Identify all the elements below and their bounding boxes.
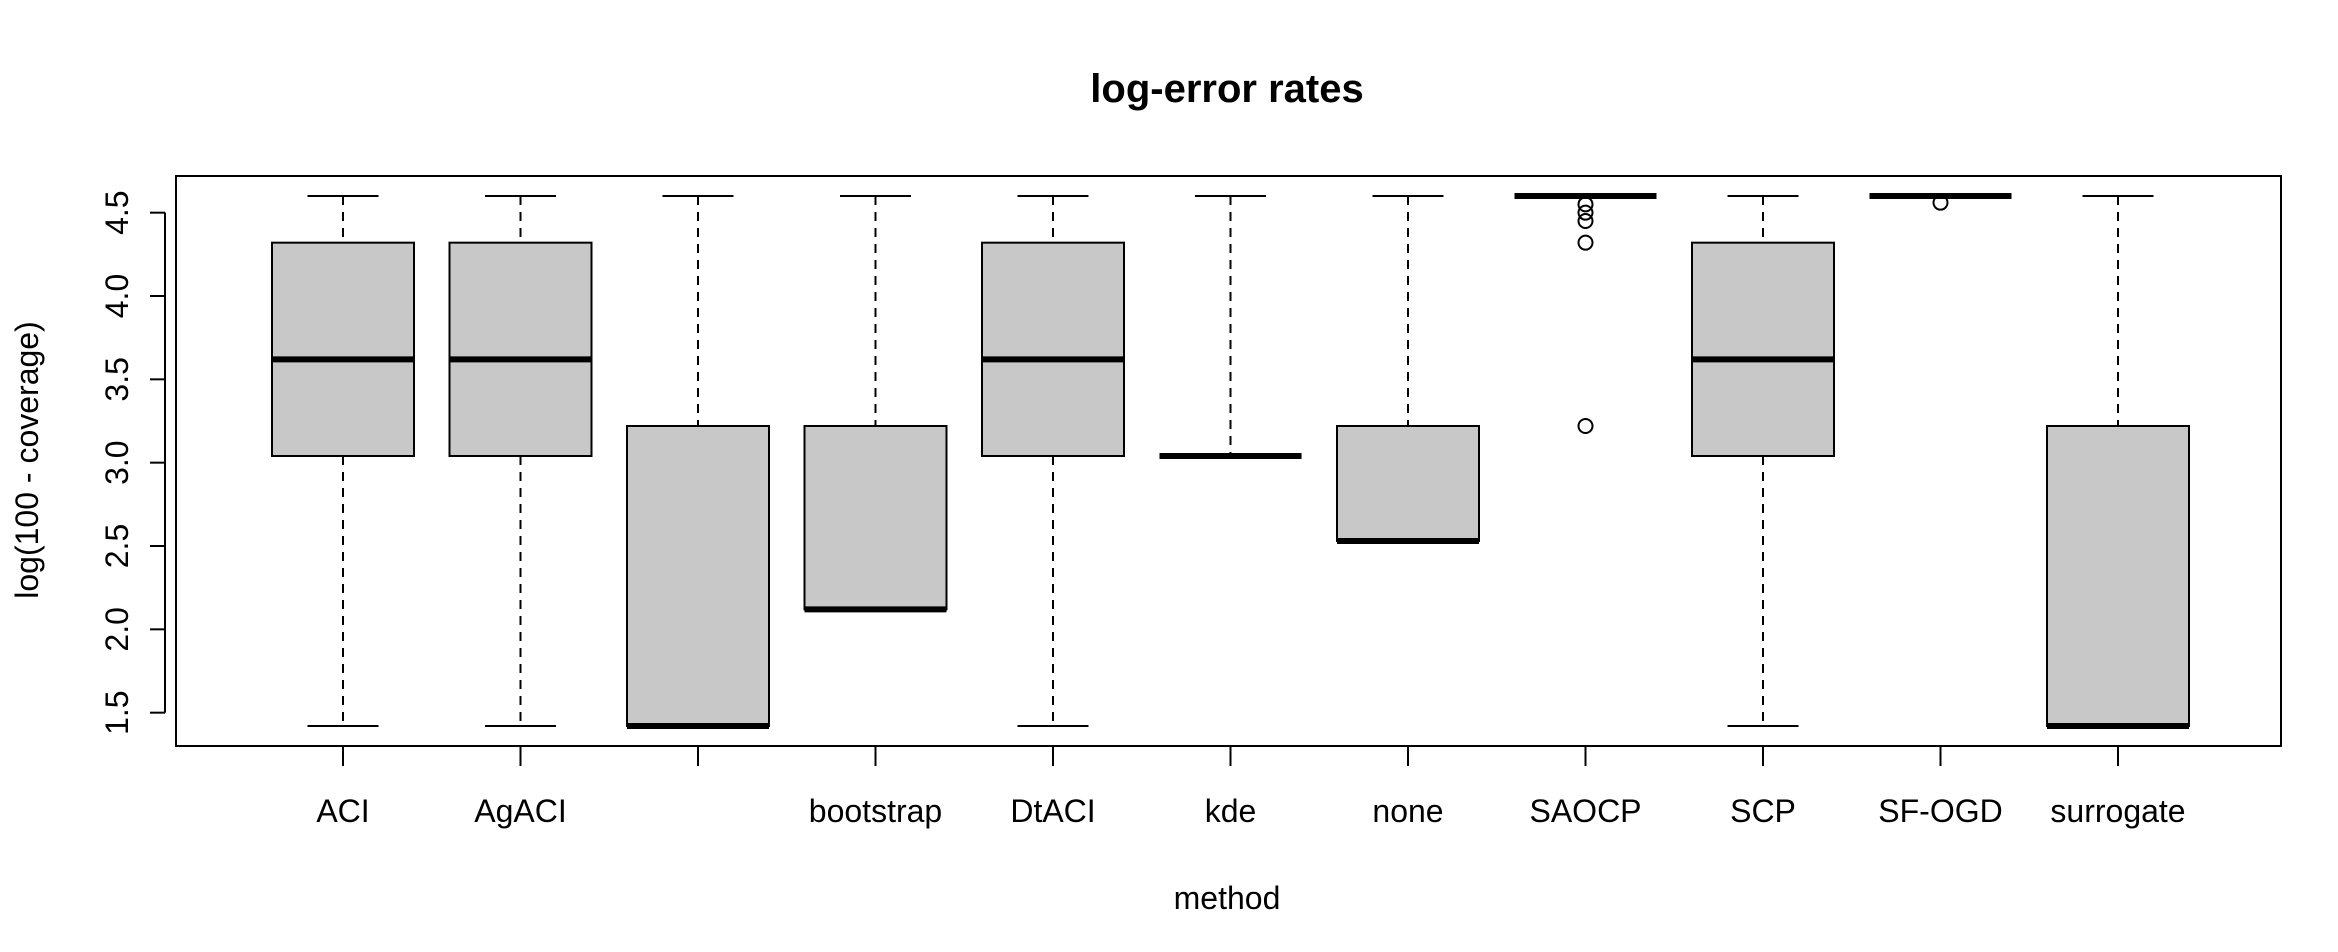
y-tick-label: 1.5 [99,690,135,734]
x-tick-label: kde [1205,793,1257,829]
outlier-point [1932,194,1949,211]
y-tick-label: 4.0 [99,274,135,318]
x-tick-label: SF-OGD [1878,793,2002,829]
x-axis: ACI AgACI bootstrap DtACI kde none SAOCP SCP SF-… [316,745,2186,829]
outlier-point [1577,234,1594,251]
box-kde [1159,195,1302,459]
box-iqr [271,241,415,457]
x-axis-label: method [1174,880,1281,916]
x-tick-label: DtACI [1010,793,1095,829]
box-iqr [1691,241,1835,457]
y-tick-label: 3.0 [99,440,135,484]
box-surrogate [2046,195,2190,729]
y-tick-label: 2.5 [99,524,135,568]
box-iqr [626,425,770,727]
y-tick-label: 4.5 [99,190,135,234]
box-SCP [1691,195,1835,727]
box-none [1336,195,1480,544]
box-iqr [448,241,593,457]
y-axis-label: log(100 - coverage) [9,321,45,598]
box-group [271,193,2190,729]
box-ACI [271,195,415,727]
x-tick-label: ACI [316,793,369,829]
x-tick-label: SAOCP [1529,793,1641,829]
box-iqr [2046,425,2190,727]
chart-title: log-error rates [1090,67,1363,111]
y-axis: 1.5 2.0 2.5 3.0 3.5 4.0 4.5 [99,190,166,735]
x-tick-label: surrogate [2050,793,2185,829]
box-iqr [803,425,948,611]
box-unnamed [626,195,770,729]
box-AgACI [448,195,593,727]
box-iqr [981,241,1125,457]
box-SAOCP [1514,193,1657,434]
box-bootstrap [803,195,948,613]
box-iqr [1336,425,1480,542]
outlier-point [1577,418,1594,434]
outlier-point [1577,204,1594,221]
outlier-point [1577,196,1594,213]
outlier-point [1577,213,1594,229]
box-SF-OGD [1869,193,2012,211]
x-tick-label: bootstrap [809,793,942,829]
x-tick-label: AgACI [474,793,566,829]
y-tick-label: 3.5 [99,357,135,401]
x-tick-label: SCP [1730,793,1796,829]
x-tick-label: none [1372,793,1443,829]
y-tick-label: 2.0 [99,607,135,651]
box-DtACI [981,195,1125,727]
